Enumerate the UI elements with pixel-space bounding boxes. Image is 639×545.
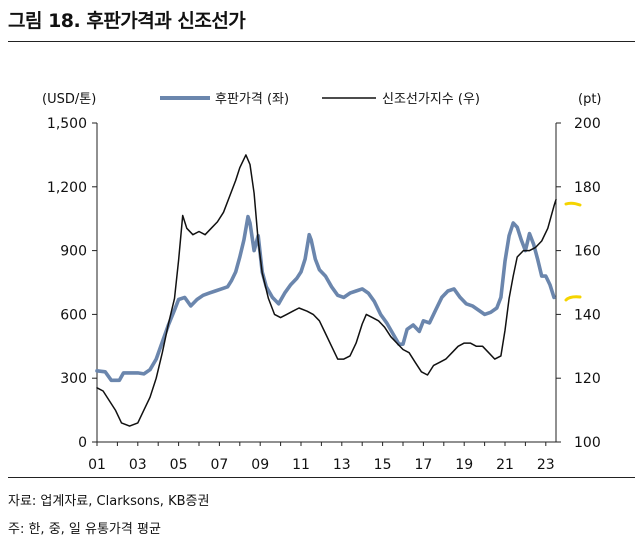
x-tick-label: 09 xyxy=(251,457,269,473)
series xyxy=(95,154,557,427)
left-tick-label: 900 xyxy=(60,244,87,260)
x-tick-label: 03 xyxy=(129,457,147,473)
chart: (USD/톤) (pt) 후판가격 (좌) 신조선가지수 (우) 0 300 600… xyxy=(42,92,602,473)
source-note: 자료: 업계자료, Clarksons, KB증권 xyxy=(8,494,210,509)
legend-label-plate-price: 후판가격 (좌) xyxy=(215,92,289,107)
series-line-plate-price xyxy=(95,214,556,383)
legend: 후판가격 (좌) 신조선가지수 (우) xyxy=(160,92,480,107)
highlight-marks xyxy=(564,201,582,302)
highlight-mark-lower xyxy=(564,295,582,302)
x-tick-label: 13 xyxy=(333,457,351,473)
x-tick-label: 23 xyxy=(537,457,555,473)
tick-labels: 0 300 600 900 1,200 1,500 100 120 140 160 180 200 01… xyxy=(47,116,601,473)
right-unit-label: (pt) xyxy=(578,92,602,107)
left-tick-label: 600 xyxy=(60,307,87,323)
x-tick-label: 11 xyxy=(292,457,310,473)
x-tick-label: 15 xyxy=(374,457,392,473)
x-tick-label: 19 xyxy=(455,457,473,473)
right-tick-label: 140 xyxy=(574,307,601,323)
left-tick-label: 1,200 xyxy=(47,180,87,196)
axes: (USD/톤) (pt) xyxy=(42,92,602,443)
title-divider xyxy=(8,41,635,42)
left-tick-label: 0 xyxy=(78,435,87,451)
bottom-divider xyxy=(8,477,635,478)
left-tick-label: 300 xyxy=(60,371,87,387)
left-tick-label: 1,500 xyxy=(47,116,87,132)
x-tick-label: 07 xyxy=(210,457,228,473)
right-tick-label: 180 xyxy=(574,180,601,196)
left-unit-label: (USD/톤) xyxy=(42,92,96,107)
series-line-newbuild-index xyxy=(96,154,557,427)
right-tick-label: 120 xyxy=(574,371,601,387)
legend-label-newbuild-index: 신조선가지수 (우) xyxy=(382,92,480,107)
x-tick-label: 05 xyxy=(170,457,188,473)
figure-title: 그림 18. 후판가격과 신조선가 xyxy=(8,10,246,32)
footnote: 주: 한, 중, 일 유통가격 평균 xyxy=(8,522,161,537)
x-tick-label: 21 xyxy=(496,457,514,473)
highlight-mark-upper xyxy=(564,201,582,207)
right-tick-label: 160 xyxy=(574,244,601,260)
right-tick-label: 100 xyxy=(574,435,601,451)
x-tick-label: 17 xyxy=(414,457,432,473)
x-tick-label: 01 xyxy=(88,457,106,473)
right-tick-label: 200 xyxy=(574,116,601,132)
